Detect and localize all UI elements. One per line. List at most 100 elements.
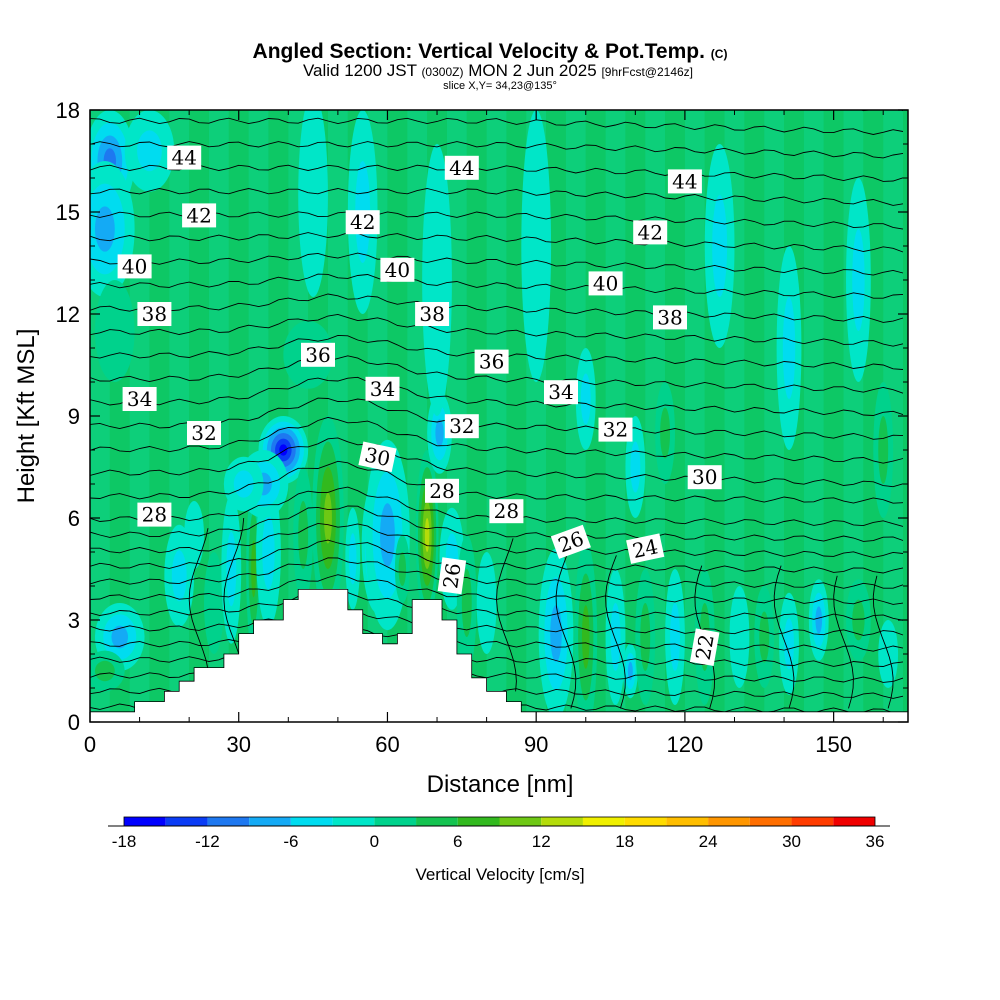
theta-contour-label: 34 [122, 387, 157, 411]
velocity-cell [233, 470, 254, 498]
theta-label-text: 44 [672, 169, 697, 193]
colorbar-swatch [207, 817, 250, 826]
theta-contour-line [90, 273, 904, 299]
velocity-cell [171, 550, 187, 602]
theta-label-text: 42 [186, 203, 211, 227]
theta-label-bg [544, 380, 578, 405]
velocity-cell [581, 605, 590, 669]
theta-label-bg [437, 557, 467, 595]
theta-label-text: 32 [603, 418, 628, 442]
theta-contour-label: 38 [653, 305, 687, 330]
theta-contour-label: 36 [474, 349, 509, 374]
theta-label-text: 38 [657, 305, 682, 329]
colorbar-swatch [290, 817, 333, 826]
colorbar-swatch [708, 817, 750, 826]
theta-label-bg [598, 417, 633, 442]
colorbar-tick-label: 36 [866, 832, 885, 851]
velocity-cell [137, 130, 162, 172]
plot-area [90, 110, 908, 722]
velocity-cell [610, 603, 621, 671]
theta-contour-line [90, 141, 904, 159]
y-tick-label: 15 [56, 200, 80, 225]
theta-label-bg [626, 533, 665, 564]
colorbar-swatch [416, 817, 458, 826]
theta-contour-label: 38 [415, 302, 450, 326]
theta-contour-label: 40 [588, 271, 623, 296]
theta-label-bg [365, 376, 400, 401]
velocity-cell [630, 441, 641, 493]
y-tick-label: 9 [68, 404, 80, 429]
theta-contour-line [90, 293, 904, 323]
x-tick-label: 150 [815, 732, 852, 757]
field-stripe [387, 110, 408, 722]
colorbar-tick-label: 12 [532, 832, 551, 851]
velocity-cell [670, 603, 680, 671]
colorbar-tick-label: -6 [283, 832, 298, 851]
colorbar-tick-label: 30 [782, 832, 801, 851]
y-tick-label: 6 [68, 506, 80, 531]
x-tick-label: 60 [375, 732, 399, 757]
theta-contour-line [90, 416, 904, 464]
field-stripe [823, 110, 844, 722]
theta-contour-label: 32 [187, 421, 221, 445]
colorbar-swatch [791, 817, 834, 826]
theta-label-bg [550, 524, 591, 559]
colorbar-tick-label: 18 [615, 832, 634, 851]
theta-contour-label: 28 [489, 499, 524, 524]
theta-label-bg [301, 342, 335, 367]
theta-label-bg [474, 349, 509, 374]
theta-contour-label: 44 [167, 145, 202, 170]
theta-contour-line [90, 610, 904, 636]
velocity-field [90, 110, 908, 722]
x-tick-label: 30 [226, 732, 250, 757]
theta-label-bg [182, 203, 217, 228]
velocity-cell [784, 618, 794, 670]
colorbar-tick-label: -18 [112, 832, 137, 851]
velocity-cell [323, 492, 332, 544]
y-tick-label: 18 [56, 98, 80, 123]
theta-contour-line [223, 517, 245, 661]
theta-label-bg [380, 257, 415, 282]
x-tick-label: 90 [524, 732, 548, 757]
theta-contour-line [90, 505, 904, 542]
theta-label-text: 40 [122, 254, 147, 278]
theta-contour-line [90, 376, 904, 416]
theta-label-text: 32 [449, 414, 474, 438]
theta-contour-line [90, 164, 904, 182]
theta-contour-line [90, 117, 904, 135]
theta-contour-line [773, 565, 795, 709]
theta-label-bg [415, 302, 450, 326]
theta-contour-label: 32 [598, 417, 633, 442]
field-stripe [665, 110, 685, 722]
theta-label-text: 40 [593, 271, 618, 295]
terrain [90, 589, 908, 722]
theta-label-bg [137, 302, 172, 326]
theta-contour-label: 30 [687, 465, 722, 490]
theta-label-text: 42 [637, 220, 662, 244]
colorbar-swatch [833, 817, 875, 826]
theta-label-text: 36 [479, 350, 504, 374]
colorbar-swatch [749, 817, 792, 826]
theta-label-text: 26 [438, 562, 465, 591]
colorbar-tick-label: 6 [453, 832, 462, 851]
forecast-info: [9hrFcst@2146z] [601, 65, 693, 79]
colorbar-tick-label: 0 [370, 832, 379, 851]
theta-contour-line [90, 211, 904, 230]
velocity-cell [461, 569, 472, 637]
velocity-cell [852, 599, 865, 641]
chart-title-main: Angled Section: Vertical Velocity & Pot.… [253, 40, 705, 63]
y-tick-label: 3 [68, 608, 80, 633]
theta-contour-line [859, 110, 904, 112]
x-axis-label: Distance [nm] [427, 771, 574, 798]
theta-contour-line [90, 313, 904, 347]
colorbar-swatch [374, 817, 417, 826]
colorbar-swatch [165, 817, 208, 826]
theta-label-bg [444, 155, 479, 180]
theta-label-text: 38 [142, 302, 167, 326]
theta-label-text: 44 [171, 146, 196, 170]
theta-label-text: 42 [350, 210, 375, 234]
field-stripe [506, 110, 527, 722]
colorbar-tick-label: -12 [195, 832, 220, 851]
